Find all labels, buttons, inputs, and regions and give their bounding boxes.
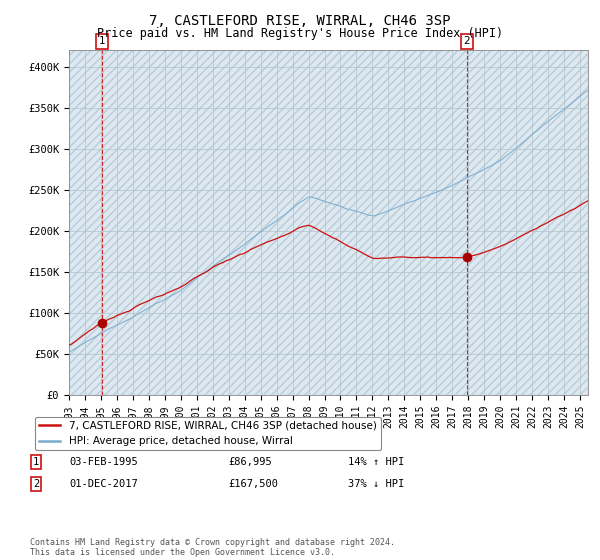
Text: 37% ↓ HPI: 37% ↓ HPI	[348, 479, 404, 489]
Text: Price paid vs. HM Land Registry's House Price Index (HPI): Price paid vs. HM Land Registry's House …	[97, 27, 503, 40]
Text: 01-DEC-2017: 01-DEC-2017	[69, 479, 138, 489]
Text: Contains HM Land Registry data © Crown copyright and database right 2024.
This d: Contains HM Land Registry data © Crown c…	[30, 538, 395, 557]
Text: £86,995: £86,995	[228, 457, 272, 467]
Text: 03-FEB-1995: 03-FEB-1995	[69, 457, 138, 467]
Text: 2: 2	[464, 36, 470, 46]
Text: 7, CASTLEFORD RISE, WIRRAL, CH46 3SP: 7, CASTLEFORD RISE, WIRRAL, CH46 3SP	[149, 14, 451, 28]
Bar	[69, 50, 588, 395]
Legend: 7, CASTLEFORD RISE, WIRRAL, CH46 3SP (detached house), HPI: Average price, detac: 7, CASTLEFORD RISE, WIRRAL, CH46 3SP (de…	[35, 417, 380, 450]
Text: 2: 2	[33, 479, 39, 489]
Text: 1: 1	[33, 457, 39, 467]
Text: 14% ↑ HPI: 14% ↑ HPI	[348, 457, 404, 467]
Text: £167,500: £167,500	[228, 479, 278, 489]
Text: 1: 1	[99, 36, 106, 46]
